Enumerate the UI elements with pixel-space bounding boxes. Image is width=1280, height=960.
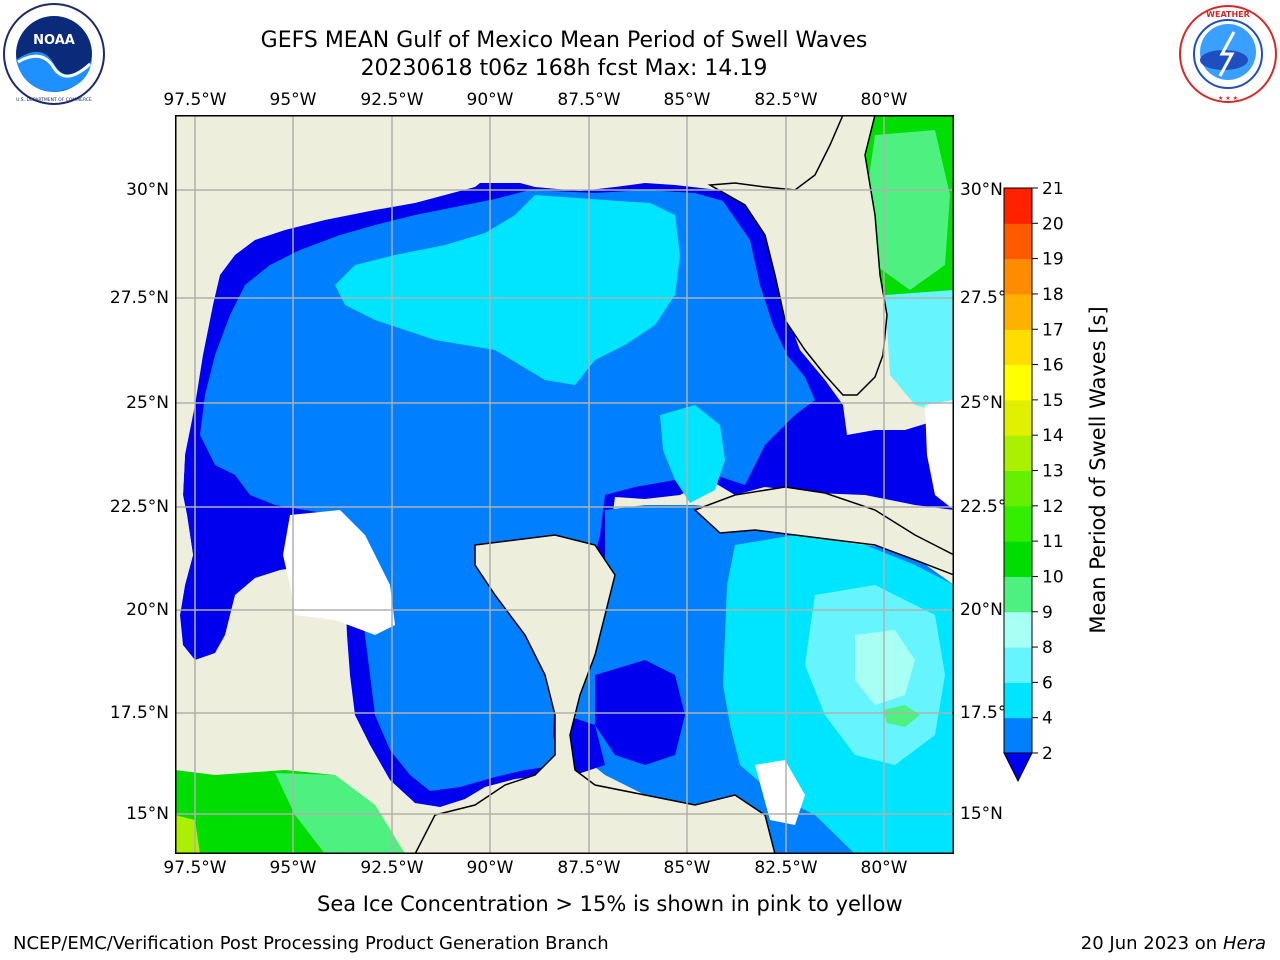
svg-text:WEATHER: WEATHER	[1206, 10, 1250, 19]
lon-label-bottom: 92.5°W	[360, 858, 424, 878]
mexico-land	[175, 455, 193, 615]
lat-label-right: 15°N	[960, 804, 1003, 824]
lat-label-left: 25°N	[126, 393, 169, 413]
colorbar-segment	[1004, 647, 1032, 683]
colorbar-tick-label: 19	[1042, 250, 1064, 270]
colorbar-segment	[1004, 611, 1032, 648]
colorbar-tick-label: 12	[1042, 497, 1064, 517]
colorbar-tick-label: 9	[1042, 603, 1053, 623]
plot-subtitle: 20230618 t06z 168h fcst Max: 14.19	[360, 56, 768, 81]
colorbar: 2 4 6 8 9 10 11 12 13 14 15 16 17 18 19 20 21	[1003, 182, 1064, 783]
lat-label-left: 30°N	[126, 180, 169, 200]
lon-label-bottom: 85°W	[663, 858, 711, 878]
colorbar-segment	[1004, 717, 1032, 754]
lat-label-right: 25°N	[960, 393, 1003, 413]
colorbar-segment	[1004, 435, 1032, 471]
lon-label-top: 80°W	[860, 90, 908, 110]
caribbean-water-green	[883, 705, 920, 727]
footer-date-line: 20 Jun 2023 on Hera	[1081, 933, 1266, 955]
gulf-water-cyan	[660, 405, 725, 503]
colorbar-tick-label: 16	[1042, 356, 1064, 376]
noaa-logo: NOAA U.S. DEPARTMENT OF COMMERCE	[3, 3, 105, 105]
colorbar-segment	[1004, 399, 1032, 436]
lon-label-bottom: 87.5°W	[557, 858, 621, 878]
colorbar-tick-label: 17	[1042, 320, 1064, 340]
colorbar-segment	[1004, 541, 1032, 577]
lon-label-top: 97.5°W	[163, 90, 227, 110]
lon-label-top: 92.5°W	[360, 90, 424, 110]
atlantic-water-cyan	[885, 290, 954, 415]
colorbar-tick-label: 21	[1042, 182, 1064, 199]
nodata-patch	[925, 400, 954, 510]
colorbar-segment	[1004, 470, 1032, 507]
footer-credit: NCEP/EMC/Verification Post Processing Pr…	[13, 933, 609, 954]
nodata-patch	[283, 510, 395, 635]
caribbean-water-pale	[855, 630, 915, 705]
colorbar-tick-label: 4	[1042, 709, 1053, 729]
colorbar-segment	[1004, 329, 1032, 366]
colorbar-segment	[1004, 505, 1032, 542]
atlantic-water-light	[865, 130, 950, 290]
colorbar-tick-label: 13	[1042, 462, 1064, 482]
graticule	[175, 115, 954, 854]
colorbar-segment	[1004, 576, 1032, 613]
svg-text:NOAA: NOAA	[33, 33, 75, 48]
lon-label-top: 87.5°W	[557, 90, 621, 110]
lon-label-top: 95°W	[269, 90, 317, 110]
colorbar-segment	[1004, 258, 1032, 295]
colorbar-segment	[1004, 293, 1032, 330]
lon-label-top: 90°W	[466, 90, 514, 110]
colorbar-tick-label: 2	[1042, 744, 1053, 764]
colorbar-tick-label: 18	[1042, 285, 1064, 305]
gulf-water-cyan	[335, 195, 680, 385]
plot-title: GEFS MEAN Gulf of Mexico Mean Period of …	[260, 28, 868, 53]
colorbar-label: Mean Period of Swell Waves [s]	[1086, 306, 1110, 634]
colorbar-tick-label: 10	[1042, 567, 1064, 587]
svg-text:U.S. DEPARTMENT OF COMMERCE: U.S. DEPARTMENT OF COMMERCE	[16, 97, 92, 103]
lon-label-bottom: 90°W	[466, 858, 514, 878]
cuba-land	[693, 486, 954, 576]
footer-date: 20 Jun 2023 on	[1080, 933, 1218, 954]
lat-label-right: 30°N	[960, 180, 1003, 200]
colorbar-tick-label: 15	[1042, 391, 1064, 411]
pacific-water-yellow	[175, 815, 200, 854]
lat-label-left: 22.5°N	[109, 497, 169, 517]
lat-label-left: 15°N	[126, 804, 169, 824]
colorbar-segment	[1004, 682, 1032, 719]
colorbar-under-arrow	[1003, 752, 1033, 783]
lon-label-top: 85°W	[663, 90, 711, 110]
lon-label-top: 82.5°W	[754, 90, 818, 110]
yucatan-land	[414, 534, 776, 854]
lat-label-left: 27.5°N	[109, 288, 169, 308]
footer-machine: Hera	[1222, 933, 1266, 954]
gulf-map	[175, 115, 954, 854]
nodata-patch	[755, 760, 805, 825]
lat-label-left: 20°N	[126, 600, 169, 620]
lat-label-left: 17.5°N	[109, 703, 169, 723]
colorbar-segment	[1004, 188, 1032, 224]
map-frame	[175, 115, 954, 854]
colorbar-tick-label: 14	[1042, 426, 1064, 446]
colorbar-tick-label: 8	[1042, 638, 1053, 658]
colorbar-tick-label: 11	[1042, 532, 1064, 552]
gulf-water-medium	[200, 190, 815, 791]
lon-label-bottom: 82.5°W	[754, 858, 818, 878]
nws-logo: WEATHER ★ ★ ★	[1179, 5, 1277, 103]
lon-label-bottom: 97.5°W	[163, 858, 227, 878]
colorbar-segment	[1004, 223, 1032, 260]
colorbar-tick-label: 20	[1042, 214, 1064, 234]
lon-label-bottom: 95°W	[269, 858, 317, 878]
sea-ice-note: Sea Ice Concentration > 15% is shown in …	[317, 892, 903, 916]
colorbar-segment	[1004, 364, 1032, 401]
lon-label-bottom: 80°W	[860, 858, 908, 878]
lat-label-right: 20°N	[960, 600, 1003, 620]
colorbar-tick-label: 6	[1042, 673, 1053, 693]
svg-text:★ ★ ★: ★ ★ ★	[1218, 95, 1238, 102]
